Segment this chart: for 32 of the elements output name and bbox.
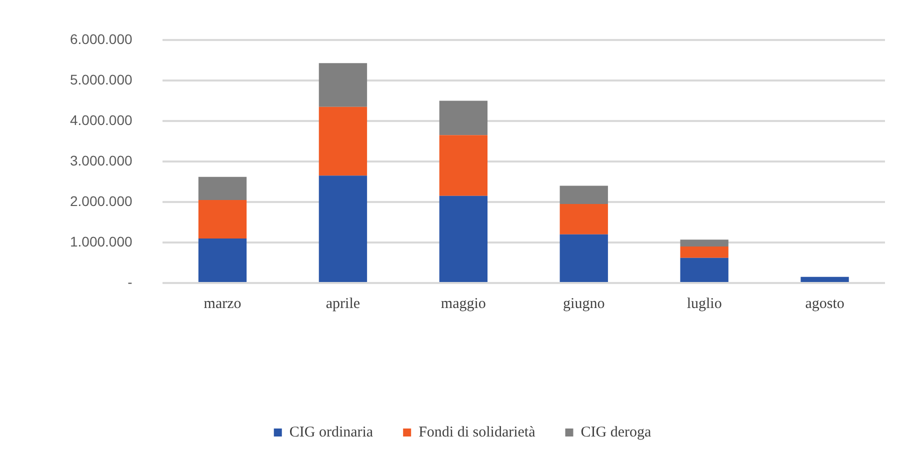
bar [560,186,608,204]
y-tick-label: 5.000.000 [70,71,132,88]
bar [560,234,608,282]
x-tick-label: aprile [326,296,360,312]
x-tick-label: marzo [204,296,242,312]
legend-label: Fondi di solidarietà [418,424,536,440]
y-tick-label: 6.000.000 [70,30,132,47]
x-tick-label: maggio [440,296,486,312]
legend-label: CIG deroga [580,424,652,440]
x-tick-label: luglio [686,296,722,312]
y-tick-label: 2.000.000 [70,192,132,209]
bar [800,276,849,282]
legend-label: CIG ordinaria [289,424,374,440]
bar [439,100,488,136]
bar [560,204,608,234]
x-tick-label: giugno [563,296,605,312]
bar [680,240,728,247]
y-tick-label: 1.000.000 [70,233,132,250]
bar [318,63,368,107]
y-tick-label: 3.000.000 [70,152,132,168]
x-tick-label: agosto [805,296,844,312]
bar [680,246,728,258]
bar [680,258,728,282]
bar [198,238,247,282]
bar [318,106,368,176]
y-tick-label: 4.000.000 [70,112,132,128]
bar [198,176,247,200]
bar [198,200,247,238]
bar [439,135,488,196]
y-tick-label: - [128,274,133,290]
bar [439,196,488,282]
bar [318,176,368,282]
